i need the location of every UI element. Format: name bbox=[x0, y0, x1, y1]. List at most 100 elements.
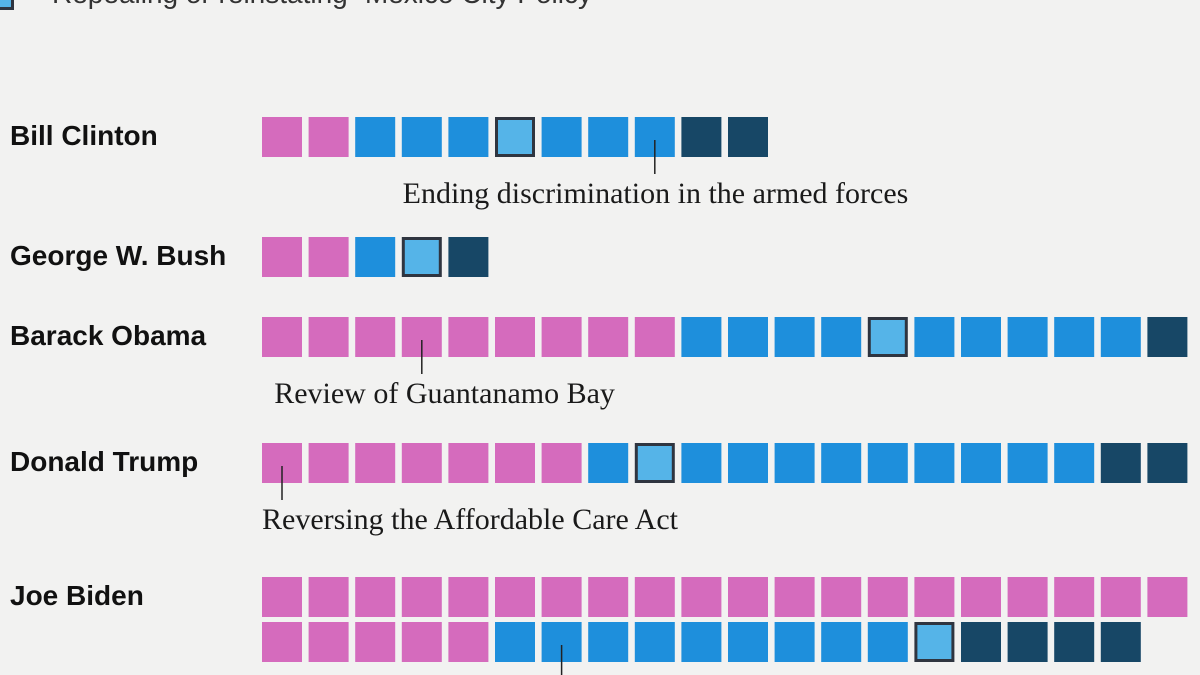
waffle-block-pink bbox=[448, 622, 489, 662]
waffle-block-pink bbox=[262, 237, 302, 277]
waffle-block-blue bbox=[914, 317, 955, 357]
waffle-block-blue bbox=[588, 117, 629, 157]
waffle-block-pink bbox=[401, 443, 442, 483]
waffle-block-blue bbox=[1007, 443, 1048, 483]
waffle-block-pink bbox=[401, 577, 442, 617]
waffle-block-blue bbox=[681, 622, 722, 662]
waffle-block-pink bbox=[588, 577, 629, 617]
waffle-block-pink bbox=[495, 577, 535, 617]
president-name-donald-trump: Donald Trump bbox=[10, 446, 198, 477]
waffle-block-blue bbox=[728, 622, 768, 662]
waffle-block-pink bbox=[308, 577, 349, 617]
waffle-block-highlighted bbox=[867, 317, 908, 357]
waffle-block-pink bbox=[541, 577, 582, 617]
waffle-block-pink bbox=[448, 577, 489, 617]
waffle-block-pink bbox=[308, 317, 349, 357]
waffle-block-pink bbox=[1100, 577, 1141, 617]
waffle-block-pink bbox=[262, 117, 302, 157]
waffle-block-blue bbox=[541, 117, 582, 157]
waffle-block-highlighted bbox=[401, 237, 442, 277]
waffle-block-dark_navy bbox=[448, 237, 489, 277]
waffle-block-blue bbox=[634, 622, 675, 662]
waffle-block-dark_navy bbox=[961, 622, 1001, 662]
waffle-block-pink bbox=[401, 622, 442, 662]
annotation-text: Review of Guantanamo Bay bbox=[274, 377, 615, 410]
waffle-block-blue bbox=[821, 317, 862, 357]
waffle-block-dark_navy bbox=[728, 117, 768, 157]
waffle-block-pink bbox=[1054, 577, 1095, 617]
waffle-block-blue bbox=[821, 622, 862, 662]
legend-swatch-icon bbox=[0, 0, 14, 10]
waffle-block-blue bbox=[961, 443, 1001, 483]
waffle-block-pink bbox=[355, 317, 396, 357]
waffle-block-blue bbox=[914, 443, 955, 483]
waffle-block-blue bbox=[821, 443, 862, 483]
waffle-block-pink bbox=[867, 577, 908, 617]
waffle-block-blue bbox=[401, 117, 442, 157]
waffle-block-blue bbox=[1007, 317, 1048, 357]
waffle-block-pink bbox=[634, 577, 675, 617]
waffle-block-pink bbox=[1007, 577, 1048, 617]
waffle-block-pink bbox=[774, 577, 815, 617]
waffle-block-highlighted bbox=[914, 622, 955, 662]
waffle-block-pink bbox=[588, 317, 629, 357]
waffle-block-pink bbox=[308, 237, 349, 277]
waffle-block-pink bbox=[448, 443, 489, 483]
waffle-block-blue bbox=[961, 317, 1001, 357]
waffle-block-pink bbox=[355, 622, 396, 662]
waffle-block-pink bbox=[728, 577, 768, 617]
waffle-block-pink bbox=[495, 443, 535, 483]
waffle-block-dark_navy bbox=[1054, 622, 1095, 662]
waffle-block-dark_navy bbox=[1100, 622, 1141, 662]
waffle-block-pink bbox=[308, 117, 349, 157]
waffle-block-blue bbox=[867, 443, 908, 483]
waffle-block-blue bbox=[867, 622, 908, 662]
waffle-block-blue bbox=[1054, 443, 1095, 483]
waffle-block-dark_navy bbox=[1147, 317, 1188, 357]
waffle-block-highlighted bbox=[634, 443, 675, 483]
waffle-block-dark_navy bbox=[1147, 443, 1188, 483]
waffle-block-pink bbox=[821, 577, 862, 617]
waffle-block-blue bbox=[495, 622, 535, 662]
waffle-block-blue bbox=[728, 443, 768, 483]
waffle-block-pink bbox=[634, 317, 675, 357]
president-name-joe-biden: Joe Biden bbox=[10, 580, 144, 611]
waffle-block-blue bbox=[681, 443, 722, 483]
waffle-block-blue bbox=[774, 443, 815, 483]
waffle-block-pink bbox=[495, 317, 535, 357]
president-name-barack-obama: Barack Obama bbox=[10, 320, 207, 351]
waffle-block-blue bbox=[588, 443, 629, 483]
waffle-block-pink bbox=[355, 443, 396, 483]
waffle-block-blue bbox=[728, 317, 768, 357]
waffle-block-blue bbox=[355, 237, 396, 277]
waffle-block-blue bbox=[774, 317, 815, 357]
waffle-block-dark_navy bbox=[681, 117, 722, 157]
waffle-block-pink bbox=[681, 577, 722, 617]
waffle-block-pink bbox=[262, 622, 302, 662]
waffle-block-pink bbox=[355, 577, 396, 617]
waffle-block-blue bbox=[448, 117, 489, 157]
waffle-block-pink bbox=[914, 577, 955, 617]
waffle-block-blue bbox=[681, 317, 722, 357]
waffle-block-highlighted bbox=[495, 117, 535, 157]
waffle-block-dark_navy bbox=[1100, 443, 1141, 483]
waffle-block-blue bbox=[355, 117, 396, 157]
waffle-block-pink bbox=[1147, 577, 1188, 617]
waffle-block-blue bbox=[1054, 317, 1095, 357]
waffle-block-blue bbox=[1100, 317, 1141, 357]
president-name-george-w-bush: George W. Bush bbox=[10, 240, 226, 271]
waffle-block-pink bbox=[541, 317, 582, 357]
president-name-bill-clinton: Bill Clinton bbox=[10, 120, 158, 151]
legend-label: Repealing or reinstating “Mexico City Po… bbox=[52, 0, 601, 10]
waffle-block-pink bbox=[262, 317, 302, 357]
annotation-text: Reversing the Affordable Care Act bbox=[262, 503, 679, 536]
waffle-block-pink bbox=[308, 622, 349, 662]
waffle-block-pink bbox=[308, 443, 349, 483]
waffle-block-pink bbox=[262, 577, 302, 617]
waffle-block-pink bbox=[541, 443, 582, 483]
waffle-block-pink bbox=[961, 577, 1001, 617]
annotation-text: Ending discrimination in the armed force… bbox=[403, 177, 909, 210]
waffle-block-blue bbox=[774, 622, 815, 662]
waffle-block-pink bbox=[448, 317, 489, 357]
